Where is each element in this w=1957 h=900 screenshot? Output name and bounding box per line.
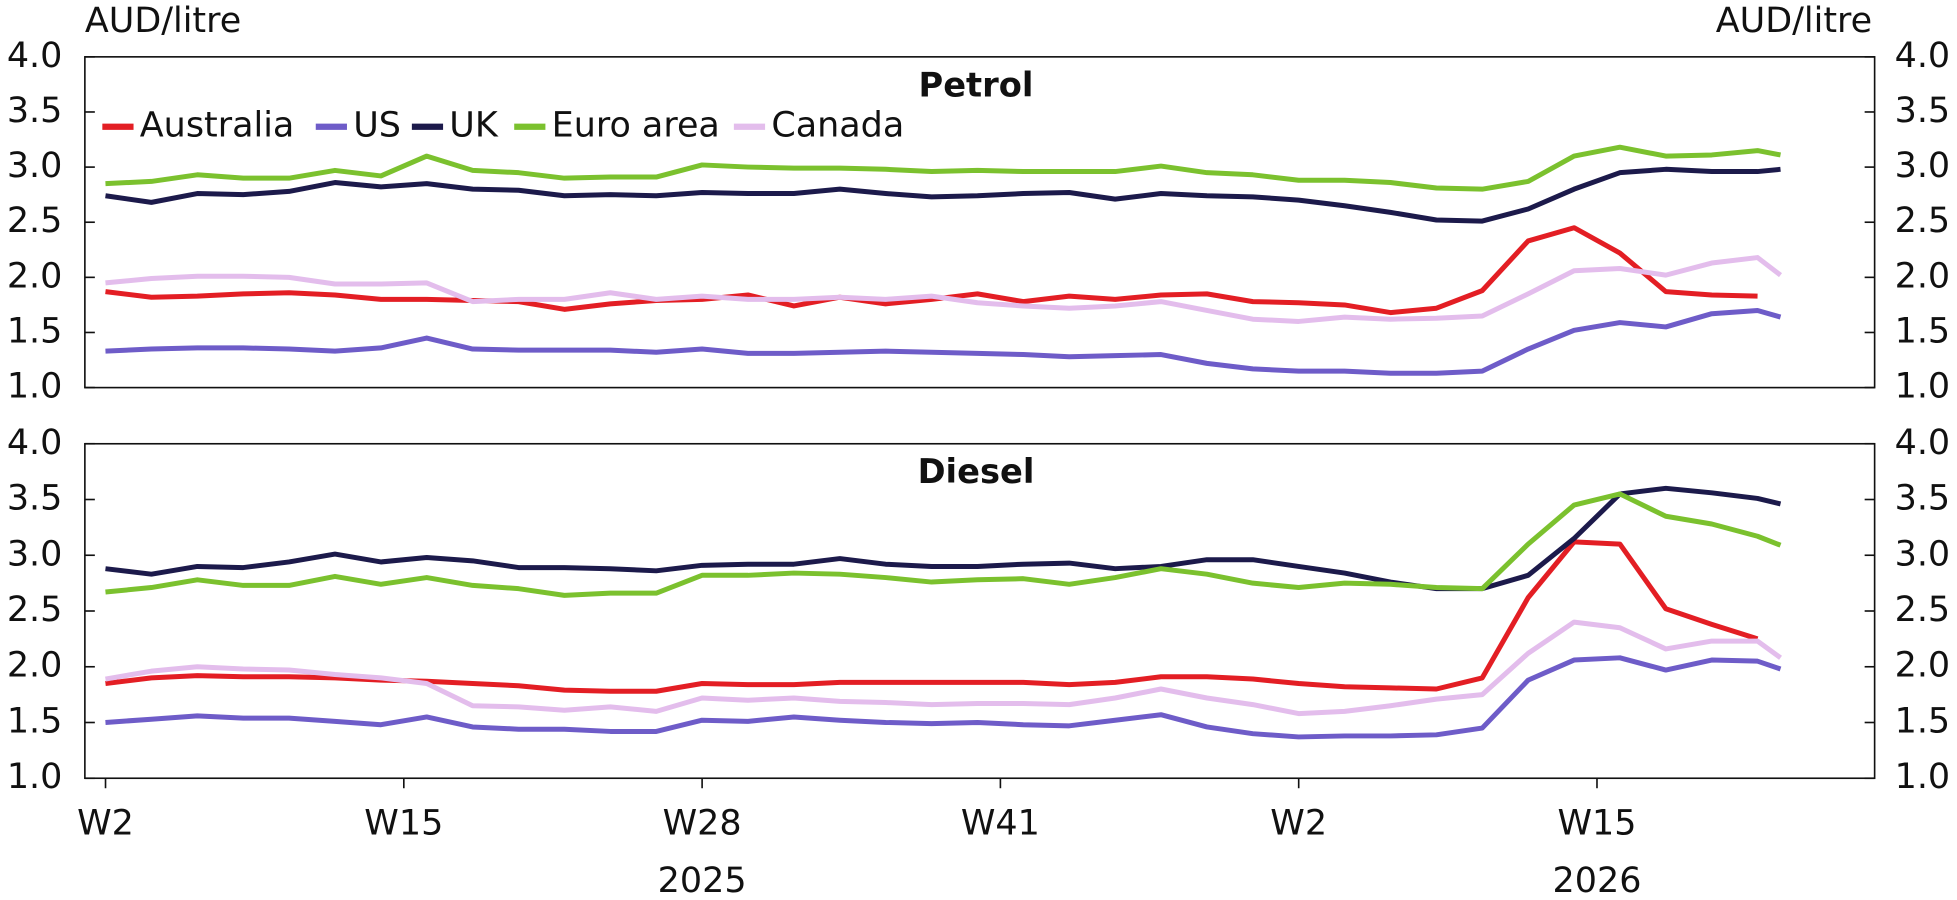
y-tick-label: 3.5 (7, 91, 63, 131)
y2-tick-label: 2.0 (1895, 646, 1951, 686)
y-tick-label: 2.5 (7, 201, 63, 241)
x-tick-label: W28 (663, 803, 742, 843)
y2-tick-label: 3.5 (1895, 91, 1951, 131)
panel-title: Diesel (918, 452, 1035, 491)
x-tick-label: W2 (77, 803, 134, 843)
y2-tick-label: 4.0 (1895, 36, 1951, 76)
series-line (105, 307, 1782, 376)
series-line (105, 225, 1758, 316)
x-group-label: 2026 (1553, 861, 1642, 900)
series-line (105, 255, 1783, 324)
y2-tick-label: 1.5 (1895, 701, 1951, 741)
y2-tick-label: 1.0 (1895, 367, 1951, 407)
series-line (105, 619, 1782, 717)
y-tick-label: 2.0 (7, 256, 63, 296)
y2-tick-label: 3.0 (1895, 146, 1951, 186)
y-tick-label: 3.0 (7, 146, 63, 186)
y-tick-label: 1.5 (7, 311, 63, 351)
y-tick-label: 3.0 (7, 534, 63, 574)
y-tick-label: 4.0 (7, 36, 63, 76)
y-tick-label: 3.5 (7, 479, 63, 519)
y-tick-label: 1.5 (7, 701, 63, 741)
series-line (105, 655, 1782, 740)
y2-tick-label: 1.5 (1895, 311, 1951, 351)
x-group-label: 2025 (658, 861, 747, 900)
y2-tick-label: 1.0 (1895, 757, 1951, 797)
y2-tick-label: 3.0 (1895, 534, 1951, 574)
y2-tick-label: 4.0 (1895, 423, 1951, 463)
series-line (105, 166, 1781, 224)
y-tick-label: 4.0 (7, 423, 63, 463)
plot-frame (84, 442, 1876, 780)
y-axis-label: AUD/litre (85, 1, 241, 41)
panel-title: Petrol (919, 65, 1034, 104)
y-tick-label: 1.0 (7, 367, 63, 407)
legend-label: Australia (140, 106, 295, 146)
y2-tick-label: 3.5 (1895, 479, 1951, 519)
series-line (105, 144, 1781, 192)
series-line (105, 491, 1782, 598)
y2-tick-label: 2.5 (1895, 201, 1951, 241)
x-tick-label: W41 (961, 803, 1040, 843)
x-tick-label: W15 (364, 803, 443, 843)
y2-tick-label: 2.5 (1895, 590, 1951, 630)
series-line (105, 485, 1782, 592)
legend-label: Euro area (552, 106, 720, 146)
x-tick-label: W2 (1270, 803, 1327, 843)
legend-label: US (353, 106, 401, 146)
x-tick-label: W15 (1557, 803, 1636, 843)
y-tick-label: 2.0 (7, 646, 63, 686)
y2-axis-label: AUD/litre (1716, 1, 1872, 41)
y2-tick-label: 2.0 (1895, 256, 1951, 296)
legend-label: Canada (771, 106, 904, 146)
legend-label: UK (449, 106, 499, 146)
y-tick-label: 1.0 (7, 757, 63, 797)
y-tick-label: 2.5 (7, 590, 63, 630)
